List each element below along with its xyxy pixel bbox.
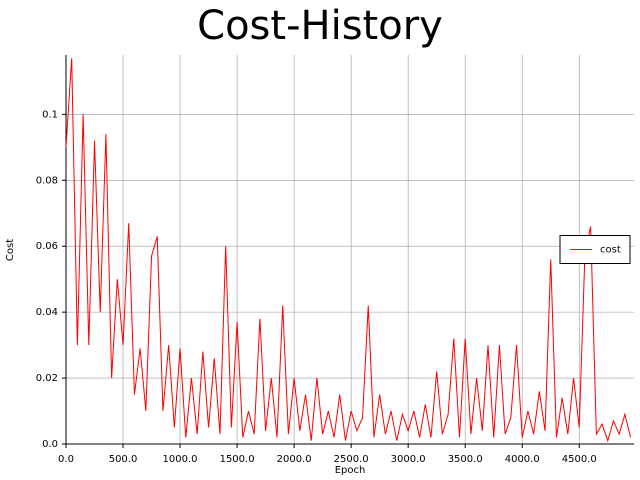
y-tick-label: 0.0 <box>42 439 58 450</box>
data-line <box>65 58 632 443</box>
x-axis-label: Epoch <box>335 465 366 476</box>
x-tick-label: 0.0 <box>58 454 74 465</box>
y-tick-label: 0.04 <box>36 307 58 318</box>
x-tick-label: 4000.0 <box>505 454 540 465</box>
y-tick-label: 0.02 <box>36 373 58 384</box>
x-tick-label: 3000.0 <box>391 454 426 465</box>
legend-label: cost <box>600 245 621 256</box>
chart-title: Cost-History <box>197 3 443 49</box>
x-tick-label: 4500.0 <box>562 454 597 465</box>
x-tick-label: 1500.0 <box>220 454 255 465</box>
x-tick-label: 2500.0 <box>334 454 369 465</box>
x-tick-label: 500.0 <box>109 454 138 465</box>
y-tick-label: 0.1 <box>42 109 58 120</box>
x-tick-label: 1000.0 <box>163 454 198 465</box>
y-tick-label: 0.08 <box>36 175 58 186</box>
y-tick-label: 0.06 <box>36 241 58 252</box>
y-axis-label: Cost <box>5 239 16 261</box>
x-tick-label: 2000.0 <box>277 454 312 465</box>
x-tick-label: 3500.0 <box>448 454 483 465</box>
